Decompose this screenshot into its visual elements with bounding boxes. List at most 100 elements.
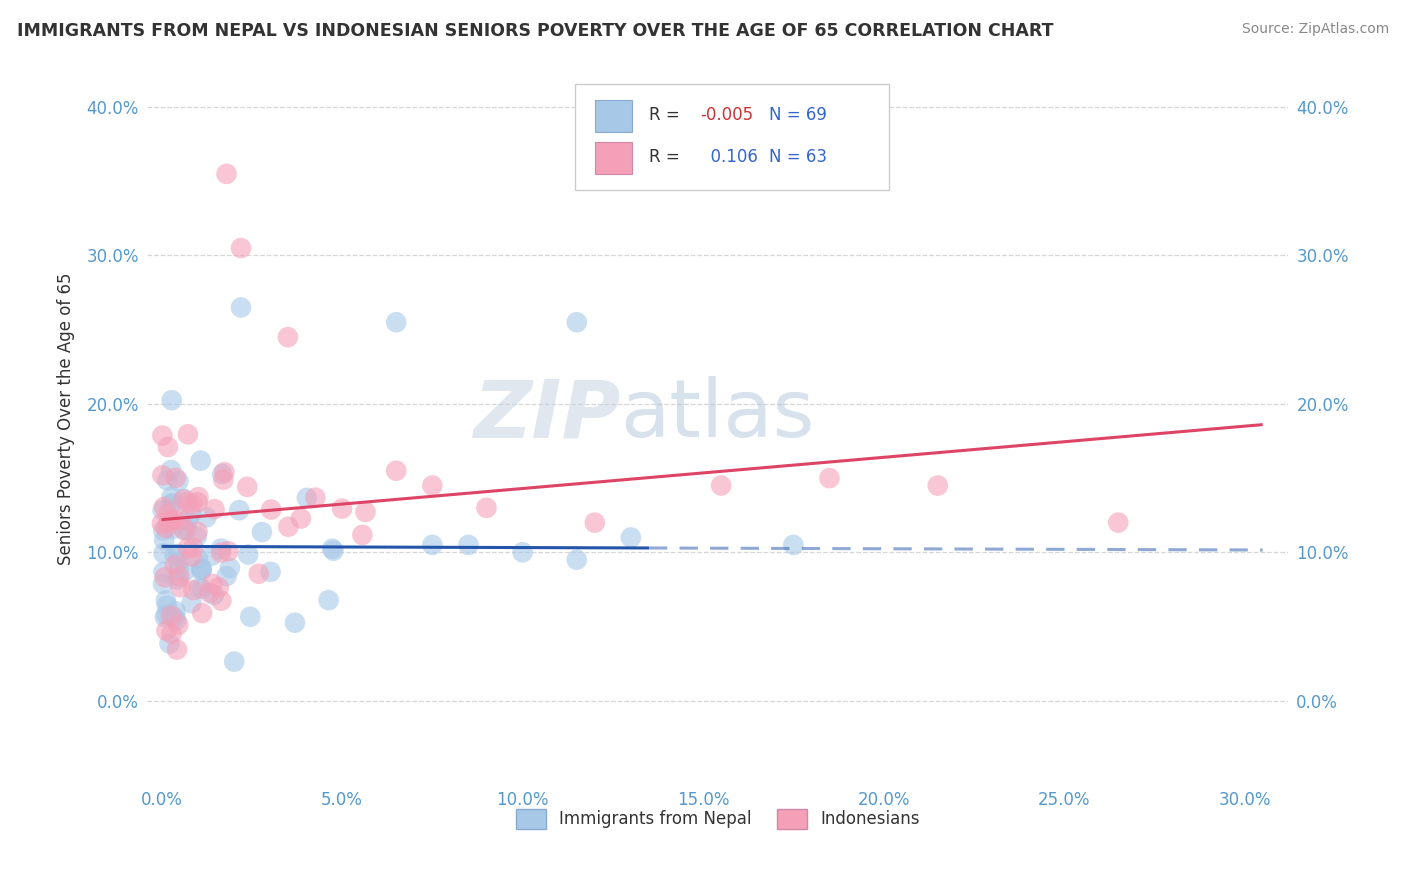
Point xyxy=(173,491,195,506)
Point xyxy=(156,599,179,613)
Point xyxy=(181,541,204,555)
Point xyxy=(186,524,208,539)
Point xyxy=(181,498,204,512)
Text: atlas: atlas xyxy=(620,376,815,454)
Text: N = 69: N = 69 xyxy=(769,106,827,124)
Point xyxy=(165,604,187,618)
Point xyxy=(153,533,176,547)
Point xyxy=(190,453,212,467)
Point xyxy=(176,522,198,536)
Text: N = 63: N = 63 xyxy=(769,148,827,166)
Point xyxy=(236,480,259,494)
Point xyxy=(190,563,212,577)
Point xyxy=(260,502,283,516)
FancyBboxPatch shape xyxy=(575,84,889,190)
Point xyxy=(583,516,606,530)
Point xyxy=(322,543,344,558)
Text: IMMIGRANTS FROM NEPAL VS INDONESIAN SENIORS POVERTY OVER THE AGE OF 65 CORRELATI: IMMIGRANTS FROM NEPAL VS INDONESIAN SENI… xyxy=(17,22,1053,40)
Point xyxy=(163,512,186,526)
Point xyxy=(209,593,232,607)
Point xyxy=(565,315,588,329)
Point xyxy=(352,528,374,542)
Point xyxy=(173,523,195,537)
Text: R =: R = xyxy=(650,148,685,166)
Point xyxy=(782,538,804,552)
Point xyxy=(219,561,242,575)
Point xyxy=(318,593,340,607)
Text: 0.106: 0.106 xyxy=(700,148,758,166)
Point xyxy=(191,606,214,620)
Point xyxy=(177,427,200,442)
Point xyxy=(163,558,186,573)
Point xyxy=(214,465,236,479)
Point xyxy=(173,492,195,507)
Point xyxy=(198,585,221,599)
Point xyxy=(202,588,225,602)
Point xyxy=(250,525,273,540)
Point xyxy=(247,566,270,581)
Point xyxy=(420,538,443,552)
Point xyxy=(295,491,318,505)
Point xyxy=(160,490,183,504)
Point xyxy=(167,618,190,632)
Point xyxy=(186,495,208,509)
Point xyxy=(169,580,191,594)
Point xyxy=(229,301,252,315)
Point xyxy=(208,580,231,594)
Point xyxy=(152,524,174,538)
Point xyxy=(160,393,183,408)
Point xyxy=(512,545,534,559)
Point xyxy=(177,541,200,556)
Point xyxy=(304,491,326,505)
Point xyxy=(238,548,260,562)
Point xyxy=(212,473,235,487)
FancyBboxPatch shape xyxy=(596,100,631,132)
Point xyxy=(152,565,174,579)
Point xyxy=(1107,516,1129,530)
Point xyxy=(166,573,188,587)
Point xyxy=(565,553,588,567)
Point xyxy=(277,519,299,533)
Point xyxy=(162,496,184,510)
Point xyxy=(475,500,498,515)
Point xyxy=(239,609,262,624)
Point xyxy=(187,490,209,504)
Point xyxy=(620,531,643,545)
Point xyxy=(155,521,177,535)
Point xyxy=(209,541,232,556)
Point xyxy=(457,538,479,552)
Point xyxy=(156,440,179,454)
Point xyxy=(354,505,377,519)
Point xyxy=(330,501,353,516)
Point xyxy=(162,522,184,536)
Text: ZIP: ZIP xyxy=(474,376,620,454)
Point xyxy=(710,478,733,492)
Point xyxy=(215,569,238,583)
Point xyxy=(224,655,246,669)
Point xyxy=(290,511,312,525)
Point xyxy=(165,471,187,485)
Text: R =: R = xyxy=(650,106,685,124)
Point xyxy=(190,561,212,575)
Point xyxy=(160,627,183,641)
Point xyxy=(191,582,214,596)
Point xyxy=(186,529,208,543)
Point xyxy=(163,609,186,624)
Legend: Immigrants from Nepal, Indonesians: Immigrants from Nepal, Indonesians xyxy=(509,802,927,836)
Point xyxy=(157,507,180,521)
Point xyxy=(156,473,179,487)
Point xyxy=(157,516,180,531)
Point xyxy=(160,463,183,477)
Point xyxy=(155,624,177,638)
Point xyxy=(277,330,299,344)
Point xyxy=(160,514,183,528)
Point xyxy=(160,608,183,623)
Point xyxy=(180,596,202,610)
Point xyxy=(200,549,222,563)
Point xyxy=(150,516,173,531)
Point xyxy=(153,610,176,624)
Point xyxy=(180,507,202,521)
Point xyxy=(166,642,188,657)
Point xyxy=(159,497,181,511)
Point xyxy=(927,478,949,492)
